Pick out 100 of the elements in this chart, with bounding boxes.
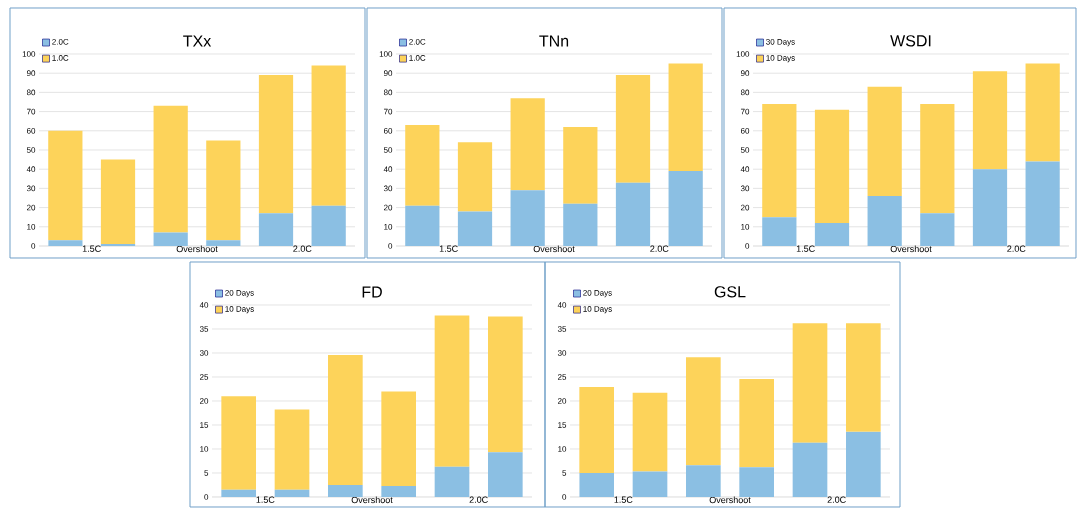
bar [258, 75, 294, 214]
bar [579, 472, 614, 497]
bar [867, 86, 902, 197]
bar [311, 205, 346, 246]
y-tick-label: 5 [204, 470, 209, 476]
bar [434, 315, 470, 467]
y-tick-label: 40 [26, 166, 36, 173]
chart-title: FD [362, 286, 382, 298]
legend-label: 2.0C [52, 38, 69, 45]
bar [615, 182, 651, 246]
x-tick-label: Overshoot [709, 496, 751, 504]
y-tick-label: 0 [204, 494, 209, 500]
bar [739, 467, 774, 497]
y-tick-label: 100 [379, 51, 393, 57]
bar [381, 391, 417, 486]
x-tick-label: 2.0C [650, 245, 669, 252]
bar [579, 387, 614, 473]
bar [792, 323, 828, 443]
legend-label: 30 Days [766, 38, 795, 47]
bar [311, 65, 346, 206]
y-tick-label: 70 [740, 108, 750, 115]
x-tick-label: 1.5C [82, 245, 101, 252]
bar [792, 442, 828, 497]
y-tick-label: 100 [736, 51, 750, 57]
bar [668, 63, 703, 172]
bar [274, 409, 310, 490]
bar [668, 171, 703, 246]
y-tick-label: 10 [384, 223, 393, 230]
y-tick-label: 20 [740, 204, 750, 211]
y-tick-label: 30 [383, 185, 393, 192]
x-tick-label: 2.0C [469, 496, 488, 503]
y-tick-label: 70 [383, 108, 393, 115]
bar [1025, 161, 1060, 246]
x-tick-label: 1.5C [256, 496, 275, 503]
y-tick-label: 35 [557, 326, 567, 332]
y-tick-label: 60 [383, 127, 393, 134]
y-tick-label: 50 [383, 147, 393, 153]
y-tick-label: 30 [26, 185, 36, 192]
y-tick-label: 40 [740, 166, 750, 173]
y-tick-label: 90 [383, 70, 393, 77]
bar [1025, 63, 1060, 162]
bar [206, 140, 241, 241]
x-tick-label: Overshoot [890, 245, 932, 253]
x-tick-label: 1.5C [614, 496, 633, 503]
y-tick-label: 15 [558, 422, 567, 428]
bar [258, 213, 294, 246]
bar [328, 354, 363, 485]
bar [563, 126, 598, 204]
bar [762, 217, 797, 246]
y-tick-label: 40 [557, 302, 567, 308]
y-tick-label: 50 [26, 147, 36, 153]
y-tick-label: 35 [199, 326, 209, 332]
bar [632, 471, 668, 497]
bar [920, 103, 955, 214]
bar [510, 98, 545, 191]
x-tick-label: 2.0C [1007, 245, 1026, 252]
bar [739, 378, 774, 468]
bar [814, 109, 850, 223]
legend-label: 20 Days [225, 289, 254, 298]
legend-label: 10 Days [583, 306, 612, 314]
x-tick-label: 2.0C [827, 496, 846, 503]
y-tick-label: 40 [199, 302, 209, 308]
bar [434, 466, 470, 497]
bar [686, 465, 721, 497]
bar [488, 452, 523, 497]
y-tick-label: 80 [26, 89, 36, 96]
bar [274, 489, 310, 497]
y-tick-label: 25 [557, 374, 567, 380]
bar [972, 169, 1008, 246]
y-tick-label: 10 [27, 223, 36, 230]
x-tick-label: 1.5C [796, 245, 815, 252]
y-tick-label: 30 [740, 185, 750, 192]
bar [488, 316, 523, 453]
y-tick-label: 70 [26, 108, 36, 115]
bar [686, 357, 721, 466]
bar [563, 203, 598, 246]
y-tick-label: 80 [383, 89, 393, 96]
chart-title: GSL [714, 286, 746, 298]
legend-label: 10 Days [225, 306, 254, 314]
x-tick-label: Overshoot [533, 245, 575, 253]
y-tick-label: 20 [557, 398, 567, 404]
bar [632, 392, 668, 472]
bar [846, 323, 881, 432]
y-tick-label: 0 [745, 243, 750, 249]
y-tick-label: 0 [562, 494, 567, 500]
y-tick-label: 50 [740, 147, 750, 153]
bar [972, 71, 1008, 170]
bar [221, 489, 257, 497]
legend-label: 20 Days [583, 289, 612, 298]
y-tick-label: 90 [26, 70, 36, 77]
bar [615, 75, 651, 183]
legend-label: 10 Days [766, 55, 795, 63]
bar [457, 211, 493, 246]
y-tick-label: 40 [383, 166, 393, 173]
chart-title: WSDI [890, 35, 931, 47]
y-tick-label: 20 [26, 204, 36, 211]
x-tick-label: 2.0C [293, 245, 312, 252]
legend-label: 1.0C [409, 55, 426, 61]
y-tick-label: 20 [383, 204, 393, 211]
bar [920, 213, 955, 246]
